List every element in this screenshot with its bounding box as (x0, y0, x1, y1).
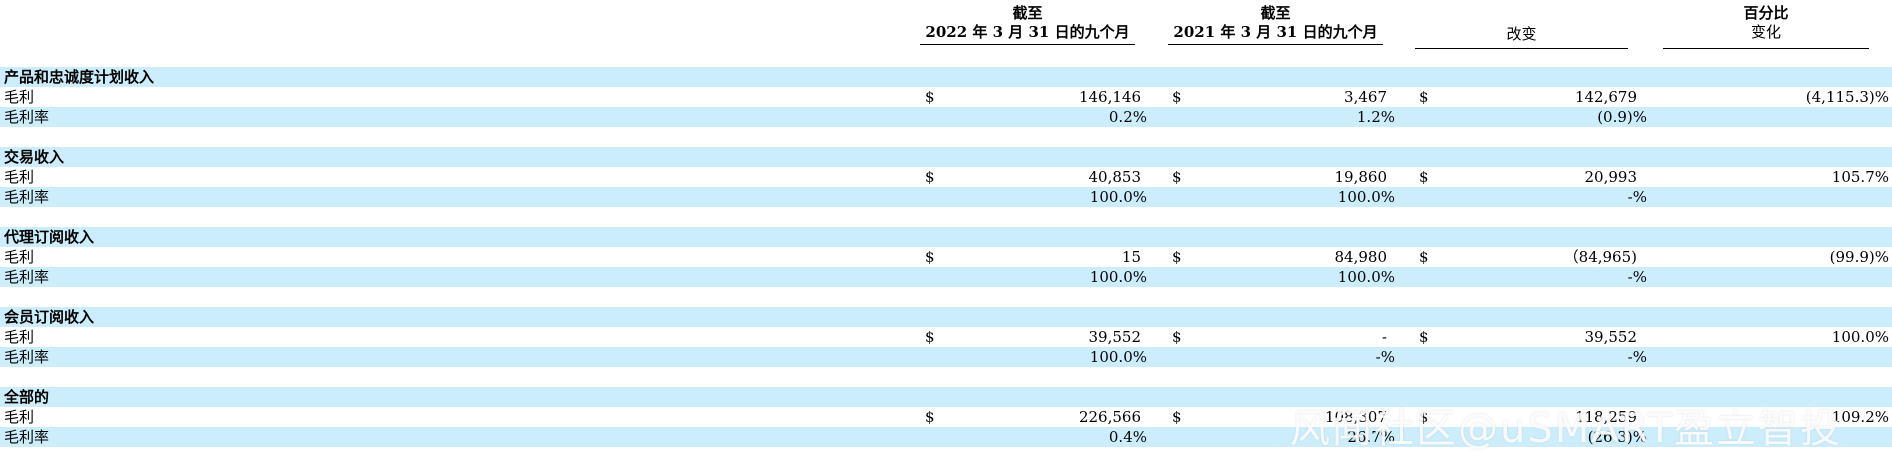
value-2022: 0.2% (1108, 108, 1147, 126)
section-title-row: 会员订阅收入 (0, 307, 1892, 327)
section-title-row: 全部的 (0, 387, 1892, 407)
value-change: (0.9)% (1597, 108, 1647, 126)
gross-profit-row: 毛利 $ 39,552 $ - $ 39,552 100.0% (0, 327, 1892, 347)
value-2021: 1.2% (1356, 108, 1395, 126)
currency-symbol: $ (925, 168, 935, 186)
currency-symbol: $ (925, 408, 935, 426)
currency-symbol: $ (1419, 168, 1429, 186)
currency-symbol: $ (1419, 408, 1429, 426)
section-title: 交易收入 (4, 148, 65, 166)
value-2021: 26.7% (1347, 428, 1395, 446)
gross-margin-row: 毛利率 0.2% 1.2% (0.9)% (0, 107, 1892, 127)
currency-symbol: $ (1419, 248, 1429, 266)
value-2021: -% (1375, 348, 1395, 366)
header-col-change-line1: 改变 (1506, 25, 1537, 43)
currency-symbol: $ (1172, 408, 1182, 426)
value-2022: 39,552 (1088, 328, 1142, 346)
row-label: 毛利率 (4, 428, 50, 446)
header-col-pct-change: 百分比 变化 (1663, 4, 1869, 49)
currency-symbol: $ (1172, 168, 1182, 186)
header-col-2022-line1: 截至 (1012, 4, 1043, 22)
value-2022: 100.0% (1089, 188, 1147, 206)
currency-symbol: $ (1172, 328, 1182, 346)
gross-margin-row: 毛利率 100.0% 100.0% -% (0, 187, 1892, 207)
value-pct-change: (4,115.3)% (1805, 88, 1889, 106)
header-col-pct-change-line1: 百分比 (1743, 4, 1789, 22)
value-change: -% (1627, 348, 1647, 366)
gross-margin-row: 毛利率 100.0% 100.0% -% (0, 267, 1892, 287)
header-col-change: 改变 (1415, 25, 1628, 49)
currency-symbol: $ (1419, 88, 1429, 106)
section-title-row: 交易收入 (0, 147, 1892, 167)
section-title-row: 代理订阅收入 (0, 227, 1892, 247)
value-change: -% (1627, 268, 1647, 286)
header-col-2022: 截至 2022 年 3 月 31 日的九个月 (920, 4, 1135, 45)
currency-symbol: $ (925, 248, 935, 266)
row-label: 毛利率 (4, 348, 50, 366)
value-change: 118,259 (1574, 408, 1637, 426)
value-2022: 40,853 (1088, 168, 1142, 186)
value-2022: 226,566 (1078, 408, 1141, 426)
gross-profit-row: 毛利 $ 40,853 $ 19,860 $ 20,993 105.7% (0, 167, 1892, 187)
row-label: 毛利 (4, 168, 35, 186)
value-pct-change: 100.0% (1831, 328, 1889, 346)
value-2021: 100.0% (1337, 268, 1395, 286)
section-title: 全部的 (4, 388, 50, 406)
header-col-2021-line1: 截至 (1260, 4, 1291, 22)
row-label: 毛利率 (4, 268, 50, 286)
value-change: （84,965) (1563, 248, 1637, 266)
value-2022: 146,146 (1078, 88, 1141, 106)
value-2021: - (1381, 328, 1387, 346)
row-label: 毛利率 (4, 188, 50, 206)
value-change: (26.3)% (1587, 428, 1647, 446)
section-title: 代理订阅收入 (4, 228, 95, 246)
value-change: -% (1627, 188, 1647, 206)
value-2022: 100.0% (1089, 348, 1147, 366)
value-2022: 100.0% (1089, 268, 1147, 286)
value-pct-change: 105.7% (1831, 168, 1889, 186)
value-2021: 84,980 (1334, 248, 1388, 266)
value-change: 39,552 (1584, 328, 1638, 346)
watermark: 风闻社区@uSMART盈立智投 (1290, 406, 1842, 452)
row-label: 毛利率 (4, 108, 50, 126)
value-change: 142,679 (1574, 88, 1637, 106)
row-label: 毛利 (4, 248, 35, 266)
value-2021: 100.0% (1337, 188, 1395, 206)
gross-profit-row: 毛利 $ 146,146 $ 3,467 $ 142,679 (4,115.3)… (0, 87, 1892, 107)
value-pct-change: (99.9)% (1829, 248, 1889, 266)
value-pct-change: 109.2% (1831, 408, 1889, 426)
value-2022: 0.4% (1108, 428, 1147, 446)
value-change: 20,993 (1584, 168, 1638, 186)
header-col-pct-change-line2: 变化 (1750, 23, 1781, 41)
row-label: 毛利 (4, 328, 35, 346)
value-2021: 19,860 (1334, 168, 1388, 186)
row-label: 毛利 (4, 88, 35, 106)
header-col-2021: 截至 2021 年 3 月 31 日的九个月 (1168, 4, 1383, 45)
header-col-2022-line2: 2022 年 3 月 31 日的九个月 (920, 23, 1135, 45)
gross-margin-row: 毛利率 100.0% -% -% (0, 347, 1892, 367)
section-title-row: 产品和忠诚度计划收入 (0, 67, 1892, 87)
currency-symbol: $ (1172, 248, 1182, 266)
gross-margin-row: 毛利率 0.4% 26.7% (26.3)% (0, 427, 1892, 447)
currency-symbol: $ (925, 328, 935, 346)
value-2021: 3,467 (1344, 88, 1387, 106)
gross-profit-row: 毛利 $ 226,566 $ 108,307 $ 118,259 109.2% (0, 407, 1892, 427)
value-2021: 108,307 (1324, 408, 1387, 426)
section-title: 会员订阅收入 (4, 308, 95, 326)
row-label: 毛利 (4, 408, 35, 426)
currency-symbol: $ (1172, 88, 1182, 106)
header-col-2021-line2: 2021 年 3 月 31 日的九个月 (1168, 23, 1383, 45)
gross-profit-row: 毛利 $ 15 $ 84,980 $ （84,965) (99.9)% (0, 247, 1892, 267)
currency-symbol: $ (1419, 328, 1429, 346)
value-2022: 15 (1121, 248, 1141, 266)
section-title: 产品和忠诚度计划收入 (4, 68, 155, 86)
currency-symbol: $ (925, 88, 935, 106)
